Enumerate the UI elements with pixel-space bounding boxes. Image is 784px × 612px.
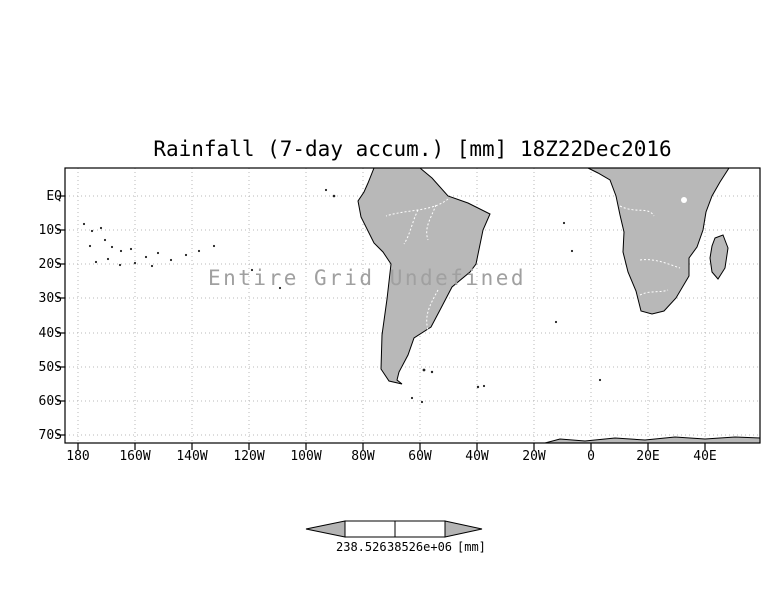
river-lines [385, 198, 681, 331]
x-tick-label-140w: 140W [176, 449, 208, 464]
x-tick-label-160w: 160W [119, 449, 151, 464]
colorbar-min-label: 238.526 [336, 540, 387, 554]
colorbar [305, 520, 483, 538]
axis-tick-marks [57, 195, 706, 450]
y-tick-label-70s: 70S [38, 428, 62, 443]
y-tick-label-60s: 60S [38, 394, 62, 409]
y-tick-label-20s: 20S [38, 257, 62, 272]
colorbar-units-label: [mm] [457, 540, 486, 554]
colorbar-max-label: 38526e+06 [387, 540, 453, 554]
antarctica-coast [544, 436, 761, 444]
y-tick-label-eq: EQ [46, 189, 62, 204]
island-dots [82, 188, 602, 404]
plot-title: Rainfall (7-day accum.) [mm] 18Z22Dec201… [153, 137, 672, 161]
x-tick-label-0: 0 [587, 449, 595, 464]
x-tick-label-40w: 40W [465, 449, 489, 464]
south-america-landmass [357, 167, 491, 385]
x-tick-label-20e: 20E [636, 449, 660, 464]
land-masses [357, 167, 761, 444]
y-tick-label-10s: 10S [38, 223, 62, 238]
x-tick-label-120w: 120W [233, 449, 265, 464]
x-tick-label-60w: 60W [408, 449, 432, 464]
colorbar-right-arrow [444, 520, 483, 538]
undefined-grid-message: Entire Grid Undefined [208, 266, 527, 290]
x-tick-label-180: 180 [66, 449, 90, 464]
lake-victoria [681, 197, 687, 203]
africa-landmass [587, 167, 730, 315]
x-tick-label-20w: 20W [522, 449, 546, 464]
plot-border [64, 167, 761, 444]
x-tick-label-100w: 100W [290, 449, 322, 464]
y-tick-label-50s: 50S [38, 360, 62, 375]
madagascar-landmass [709, 234, 729, 280]
x-tick-label-40e: 40E [693, 449, 717, 464]
x-tick-label-80w: 80W [351, 449, 375, 464]
colorbar-left-arrow [305, 520, 346, 538]
y-tick-label-40s: 40S [38, 326, 62, 341]
y-tick-label-30s: 30S [38, 291, 62, 306]
